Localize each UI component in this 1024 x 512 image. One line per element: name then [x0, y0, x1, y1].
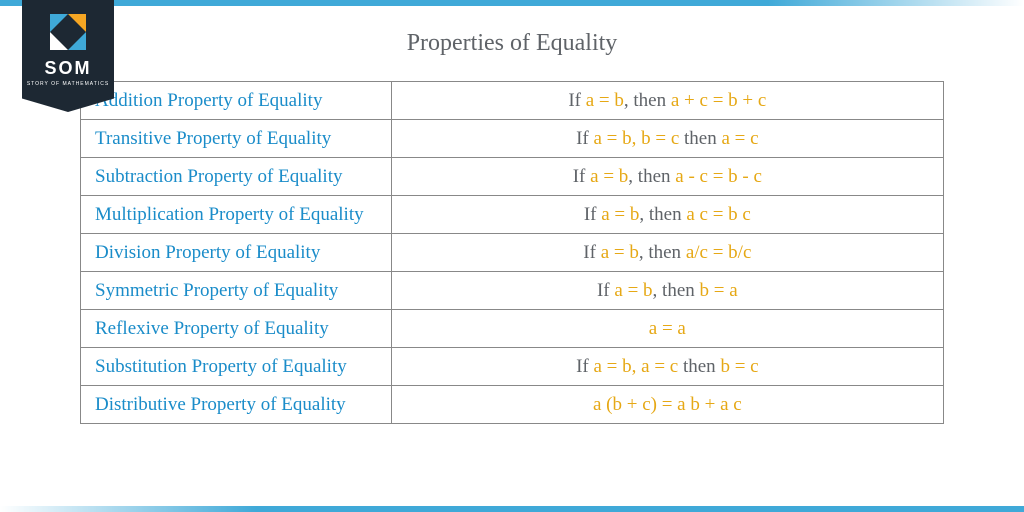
expr-text: , then	[653, 280, 700, 301]
table-row: Division Property of EqualityIf a = b, t…	[81, 234, 944, 272]
top-accent-bar	[0, 0, 1024, 6]
expr-math: a/c = b/c	[686, 242, 752, 263]
expr-text: If	[583, 242, 600, 263]
expr-text: , then	[639, 242, 686, 263]
table-row: Reflexive Property of Equality a = a	[81, 310, 944, 348]
table-row: Symmetric Property of EqualityIf a = b, …	[81, 272, 944, 310]
expr-math: a = b	[601, 204, 639, 225]
property-label: Reflexive Property of Equality	[81, 310, 392, 348]
property-label: Addition Property of Equality	[81, 82, 392, 120]
property-label: Division Property of Equality	[81, 234, 392, 272]
expr-math: a (b + c) = a b + a c	[593, 394, 742, 415]
property-label: Distributive Property of Equality	[81, 386, 392, 424]
expr-math: a + c = b + c	[671, 90, 766, 111]
property-label: Substitution Property of Equality	[81, 348, 392, 386]
expr-text: then	[678, 356, 720, 377]
property-expression: If a = b, then a c = b c	[391, 196, 943, 234]
expr-text: , then	[624, 90, 671, 111]
property-expression: If a = b, then b = a	[391, 272, 943, 310]
expr-text: If	[597, 280, 614, 301]
expr-text: then	[679, 128, 721, 149]
expr-math: a = b	[590, 166, 628, 187]
table-row: Multiplication Property of EqualityIf a …	[81, 196, 944, 234]
expr-math: a - c = b - c	[675, 166, 762, 187]
expr-math: a = b, b = c	[593, 128, 679, 149]
logo-mark-icon	[50, 14, 86, 50]
property-expression: a (b + c) = a b + a c	[391, 386, 943, 424]
expr-text: If	[576, 128, 593, 149]
property-expression: a = a	[391, 310, 943, 348]
table-row: Addition Property of EqualityIf a = b, t…	[81, 82, 944, 120]
expr-math: a = c	[722, 128, 759, 149]
expr-math: b = a	[700, 280, 738, 301]
expr-text: If	[576, 356, 593, 377]
table-row: Substitution Property of EqualityIf a = …	[81, 348, 944, 386]
properties-table: Addition Property of EqualityIf a = b, t…	[80, 81, 944, 424]
expr-math: a = b, a = c	[593, 356, 678, 377]
expr-math: a c = b c	[686, 204, 751, 225]
property-label: Transitive Property of Equality	[81, 120, 392, 158]
property-expression: If a = b, then a/c = b/c	[391, 234, 943, 272]
expr-math: a = a	[649, 318, 686, 339]
expr-text: If	[573, 166, 590, 187]
logo-subtext: STORY OF MATHEMATICS	[27, 81, 109, 87]
property-expression: If a = b, then a + c = b + c	[391, 82, 943, 120]
property-expression: If a = b, b = c then a = c	[391, 120, 943, 158]
expr-text: , then	[628, 166, 675, 187]
property-label: Symmetric Property of Equality	[81, 272, 392, 310]
table-row: Distributive Property of Equality a (b + …	[81, 386, 944, 424]
expr-math: b = c	[720, 356, 758, 377]
properties-table-wrap: Addition Property of EqualityIf a = b, t…	[0, 81, 1024, 424]
page-title: Properties of Equality	[0, 0, 1024, 81]
property-expression: If a = b, a = c then b = c	[391, 348, 943, 386]
property-expression: If a = b, then a - c = b - c	[391, 158, 943, 196]
expr-text: If	[584, 204, 601, 225]
expr-text: If	[568, 90, 585, 111]
table-row: Subtraction Property of EqualityIf a = b…	[81, 158, 944, 196]
expr-math: a = b	[601, 242, 639, 263]
expr-math: a = b	[614, 280, 652, 301]
property-label: Subtraction Property of Equality	[81, 158, 392, 196]
bottom-accent-bar	[0, 506, 1024, 512]
logo-badge: SOM STORY OF MATHEMATICS	[22, 0, 114, 112]
logo-text: SOM	[44, 58, 91, 79]
property-label: Multiplication Property of Equality	[81, 196, 392, 234]
expr-math: a = b	[586, 90, 624, 111]
expr-text: , then	[639, 204, 686, 225]
table-row: Transitive Property of EqualityIf a = b,…	[81, 120, 944, 158]
